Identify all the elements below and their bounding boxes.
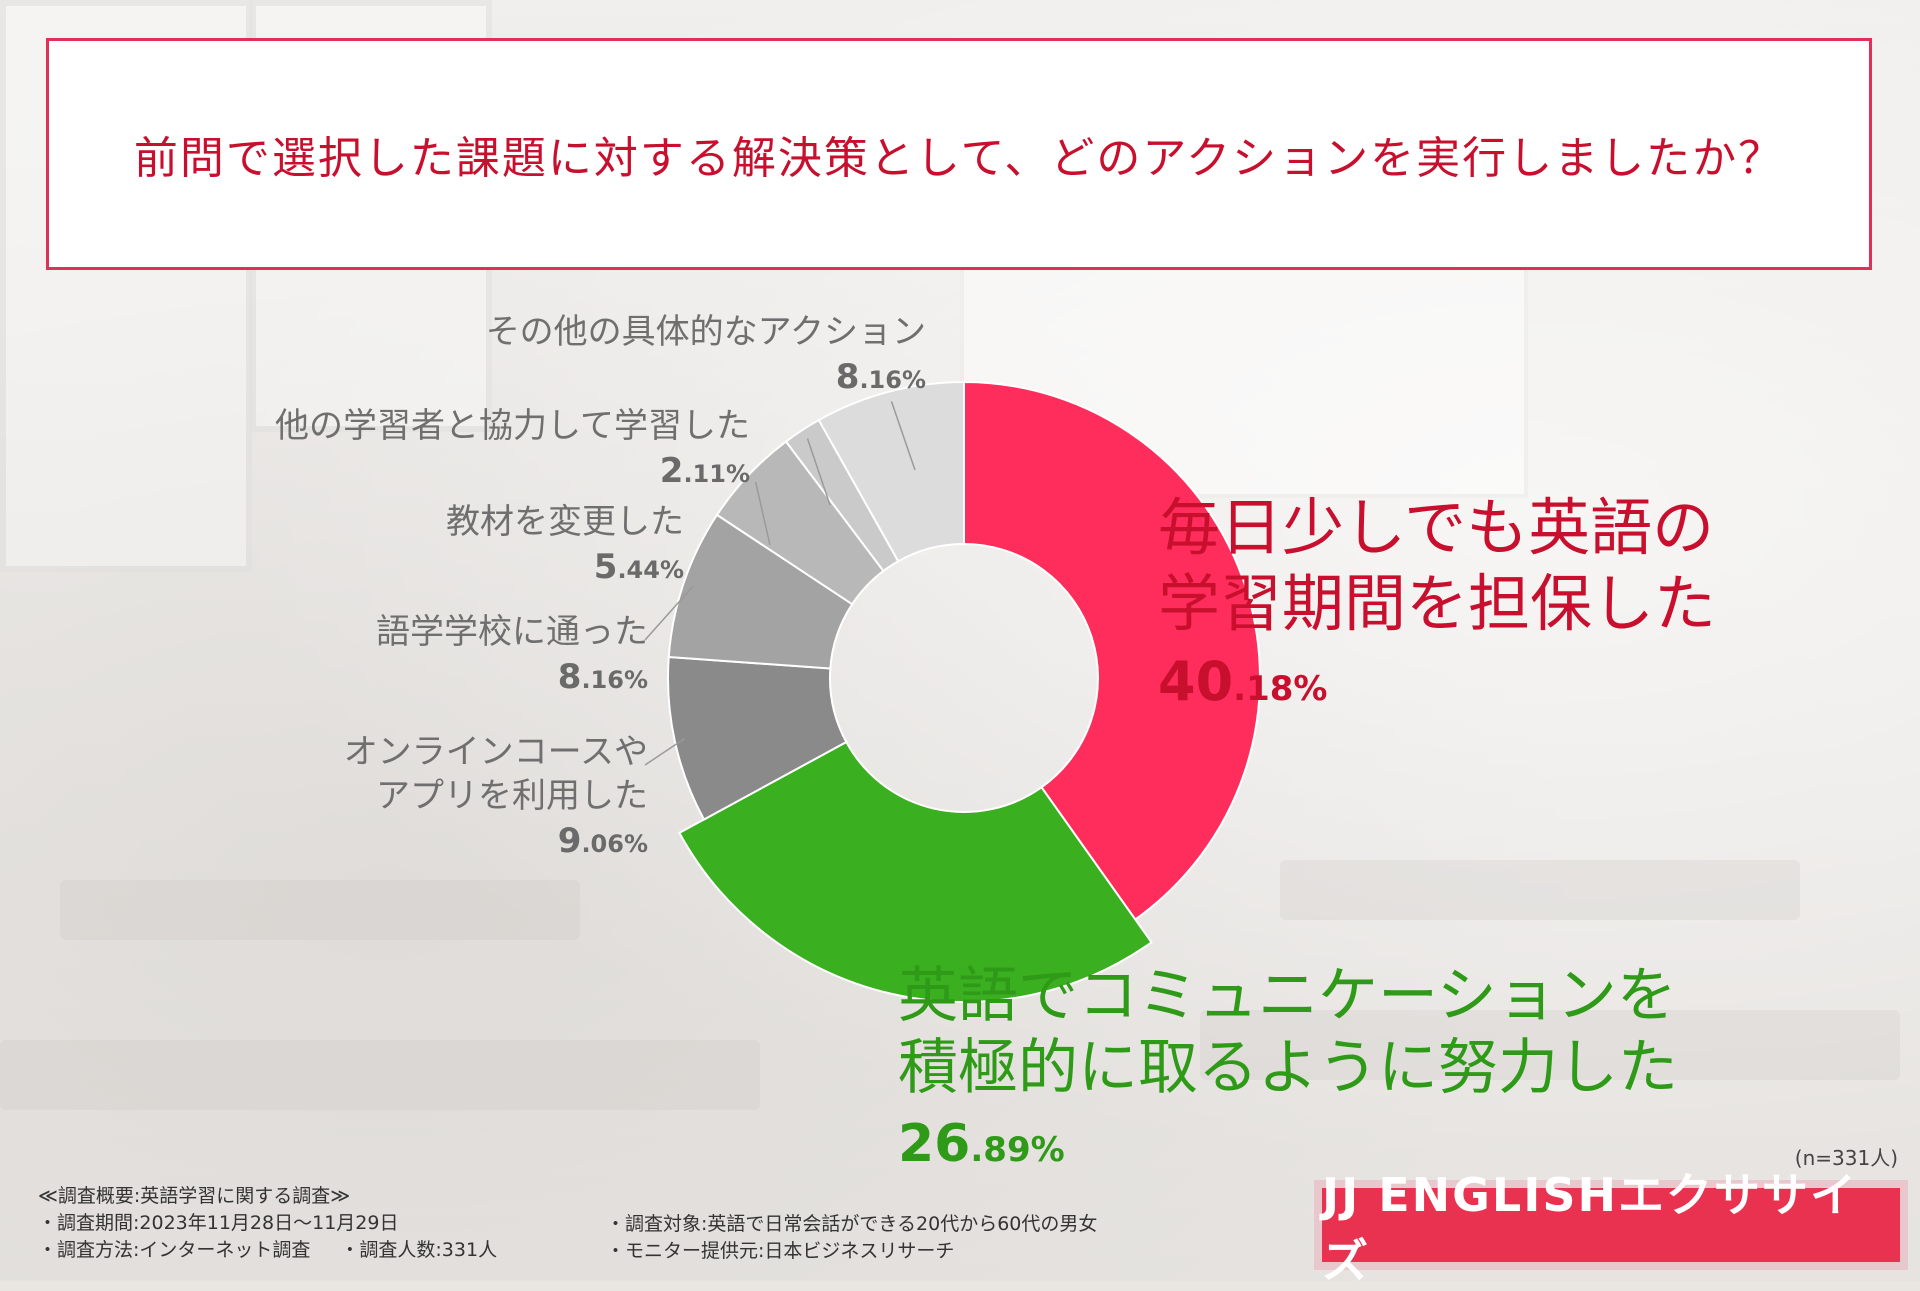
percent-decimal: .16% (859, 366, 926, 394)
overview-target: ・調査対象:英語で日常会話ができる20代から60代の男女 (606, 1213, 1098, 1235)
leader-line (806, 438, 831, 506)
slice-percent: 5.44% (446, 544, 684, 593)
percent-integer: 8 (835, 357, 860, 397)
sample-size: (n=331人) (1794, 1146, 1898, 1170)
question-title-box: 前問で選択した課題に対する解決策として、どのアクションを実行しましたか？ (46, 38, 1872, 270)
percent-integer: 8 (557, 657, 582, 697)
donut-slice (963, 380, 1262, 921)
label-daily-study: 毎日少しでも英語の 学習期間を担保した 40.18% (1158, 490, 1716, 729)
percent-decimal: .11% (683, 460, 750, 488)
leader-line (644, 738, 685, 766)
percent-decimal: .44% (617, 556, 684, 584)
slice-label: 英語でコミュニケーションを (898, 961, 1677, 1031)
leader-line (644, 585, 694, 641)
label-change-materials: 教材を変更した 5.44% (446, 500, 684, 593)
slice-percent: 40.18% (1158, 642, 1716, 729)
label-cooperate-learners: 他の学習者と協力して学習した 2.11% (275, 404, 750, 497)
question-title: 前問で選択した課題に対する解決策として、どのアクションを実行しましたか？ (133, 133, 1785, 184)
slice-label: 教材を変更した (446, 502, 684, 542)
leader-line (754, 481, 771, 546)
percent-integer: 5 (593, 547, 618, 587)
slice-label: 毎日少しでも英語の (1158, 491, 1715, 564)
label-online-course: オンラインコースや アプリを利用した 9.06% (344, 730, 648, 867)
percent-integer: 2 (659, 451, 684, 491)
label-communication: 英語でコミュニケーションを 積極的に取るように努力した 26.89% (898, 960, 1678, 1190)
donut-slice (678, 740, 1153, 1003)
percent-decimal: .16% (581, 666, 648, 694)
brand-logo-text: JJ ENGLISHエクササイズ (1322, 1168, 1900, 1288)
overview-method: ・調査方法:インターネット調査 (38, 1239, 311, 1261)
survey-overview: ≪調査概要:英語学習に関する調査≫ ・調査期間:2023年11月28日〜11月2… (38, 1183, 497, 1264)
survey-overview-right: ・調査対象:英語で日常会話ができる20代から60代の男女 ・モニター提供元:日本… (606, 1211, 1097, 1265)
percent-decimal: .89% (970, 1130, 1065, 1170)
percent-integer: 9 (557, 821, 582, 861)
overview-heading: ≪調査概要:英語学習に関する調査≫ (38, 1185, 351, 1207)
slice-percent: 8.16% (486, 354, 926, 403)
label-language-school: 語学学校に通った 8.16% (376, 610, 648, 703)
slice-percent: 9.06% (344, 818, 648, 867)
percent-decimal: .06% (581, 830, 648, 858)
slice-label: 学習期間を担保した (1158, 567, 1717, 640)
slice-label: 積極的に取るように努力した (898, 1033, 1678, 1103)
percent-integer: 40 (1158, 650, 1234, 713)
slice-percent: 8.16% (376, 654, 648, 703)
leader-line (890, 401, 916, 471)
slice-percent: 26.89% (898, 1104, 1678, 1190)
percent-integer: 26 (898, 1114, 971, 1174)
overview-row: ・調査方法:インターネット調査 ・調査人数:331人 (38, 1237, 497, 1264)
brand-logo: JJ ENGLISHエクササイズ (1314, 1168, 1908, 1288)
slice-label: 他の学習者と協力して学習した (275, 406, 750, 446)
overview-count: ・調査人数:331人 (340, 1239, 498, 1261)
slice-label: 語学学校に通った (376, 612, 648, 652)
slice-label: オンラインコースや (343, 732, 648, 772)
label-other-actions: その他の具体的なアクション 8.16% (486, 310, 926, 403)
overview-provider: ・モニター提供元:日本ビジネスリサーチ (606, 1240, 955, 1262)
slice-label: アプリを利用した (376, 776, 648, 816)
donut-slice (817, 380, 965, 563)
slice-label: その他の具体的なアクション (485, 312, 926, 352)
percent-decimal: .18% (1233, 669, 1328, 709)
overview-period: ・調査期間:2023年11月28日〜11月29日 (38, 1212, 399, 1234)
slice-percent: 2.11% (275, 448, 750, 497)
